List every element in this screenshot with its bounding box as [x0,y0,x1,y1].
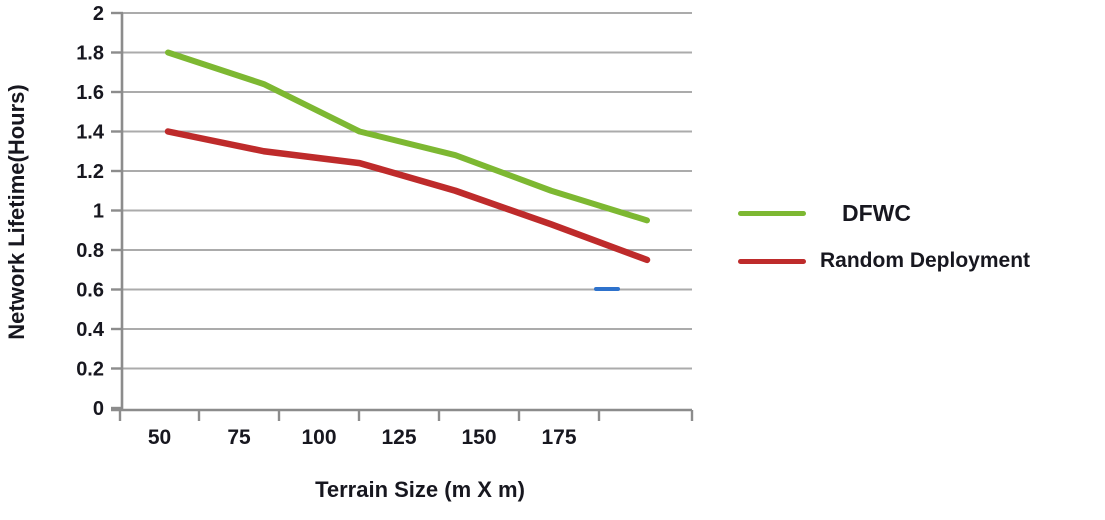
y-tick-label: 0.4 [76,319,105,341]
series-line-dfwc [165,49,650,224]
legend-label-random-deployment: Random Deployment [820,249,1031,272]
y-tick-label: 2 [93,3,104,25]
blue-artifact-dash [594,287,620,291]
x-tick-label: 150 [461,426,496,449]
gridlines-group [122,12,692,370]
x-axis-title: Terrain Size (m X m) [315,477,525,502]
y-ticks-group [111,11,123,410]
legend: DFWC Random Deployment [738,200,1105,274]
x-tick-label: 125 [381,426,416,449]
x-tick-label: 50 [148,426,171,449]
y-tick-label: 0 [93,398,104,420]
y-tick-label: 1.6 [76,82,104,104]
x-tick-label: 175 [541,426,576,449]
y-tick-label: 0.8 [76,240,104,262]
y-tick-label: 1 [93,201,104,223]
x-tick-labels-group: 50 75 100 125 150 175 [148,426,577,449]
random-deployment-line-swatch [738,258,806,264]
series-lines-group [164,49,651,264]
legend-label-dfwc: DFWC [842,199,911,226]
x-tick-label: 75 [227,426,251,449]
y-tick-label: 0.2 [76,359,104,381]
dfwc-line-swatch [738,210,806,216]
y-axis-title: Network Lifetime(Hours) [4,84,29,339]
y-tick-labels-group: 0 0.2 0.4 0.6 0.8 1 1.2 1.4 1.6 1.8 2 [76,3,105,420]
legend-entry-random-deployment: Random Deployment [738,248,1105,274]
series-line-random-deployment [164,128,651,264]
y-tick-label: 1.4 [76,122,105,144]
x-tick-label: 100 [301,426,336,449]
y-tick-label: 0.6 [76,280,104,302]
y-tick-label: 1.8 [76,43,104,65]
y-tick-label: 1.2 [76,161,104,183]
legend-entry-dfwc: DFWC [738,200,1105,226]
x-ticks-group [118,410,694,421]
